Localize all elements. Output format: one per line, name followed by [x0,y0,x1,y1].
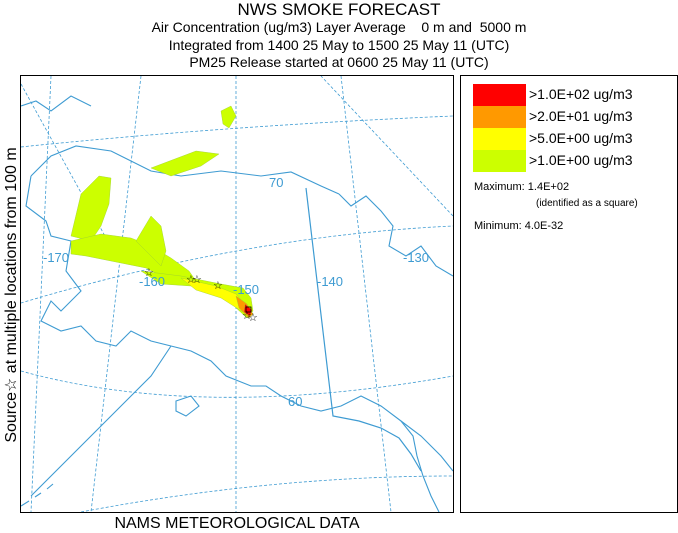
subtitle-concentration: Air Concentration (ug/m3) Layer Average … [151,19,527,35]
meridian-line-170 [30,76,52,512]
meridian-line-160 [90,76,142,512]
legend-swatch [473,106,526,128]
latitude-lines [21,115,453,512]
panhandle-coast [400,420,440,512]
plume-west-b [70,233,197,282]
latitude-line-65 [21,225,453,304]
meridian-line-180 [21,83,117,257]
longitude-label: -140 [317,274,343,289]
source-star: ☆ [192,274,202,286]
source-star: ☆ [242,310,252,322]
legend-swatch [473,84,526,106]
legend-swatch [473,128,526,150]
north-slope-coast [30,145,340,195]
smoke-plume [70,105,254,319]
legend-label: >1.0E+00 ug/m3 [529,152,633,168]
maximum-note: (identified as a square) [536,198,638,209]
latitude-line-55 [80,475,453,512]
subtitle-integration: Integrated from 1400 25 May to 1500 25 M… [168,37,510,53]
latitude-label: 70 [269,175,283,190]
minimum-value: Minimum: 4.0E-32 [474,220,564,232]
longitude-label: -160 [139,274,165,289]
plume-main-axis [140,270,254,319]
longitude-lines [21,76,453,512]
meridian-line-140 [340,76,392,512]
alaska-peninsula-coast [30,345,172,497]
plume-arctic-patch [220,105,237,129]
latitude-line-60 [21,370,453,398]
legend-label: >2.0E+01 ug/m3 [529,108,633,124]
smoke-map: ☆ ☆ ☆ ☆ ☆ ☆ -170 -160 -150 -140 -130 70 … [21,76,453,512]
subtitle-release: PM25 Release started at 0600 25 May 11 (… [189,54,489,70]
canada-coast [338,193,453,277]
legend-label: >5.0E+00 ug/m3 [529,130,633,146]
longitude-label: -130 [403,250,429,265]
forecast-title: NWS SMOKE FORECAST [237,0,441,19]
meridian-line-130 [320,76,453,217]
map-panel: ☆ ☆ ☆ ☆ ☆ ☆ -170 -160 -150 -140 -130 70 … [20,75,454,513]
source-star: ☆ [186,274,196,286]
meteorological-data-footer: NAMS METEOROLOGICAL DATA [114,515,360,532]
source-markers: ☆ ☆ ☆ ☆ ☆ ☆ [144,267,258,324]
source-star: ☆ [144,267,154,279]
south-alaska-coast [170,345,453,472]
chukotka-coast [21,95,92,112]
plume-central [135,215,167,267]
us-canada-border [305,187,422,472]
coastline [21,95,453,512]
legend-swatch [473,150,526,172]
kodiak-island [175,395,200,417]
maximum-value: Maximum: 1.4E+02 [474,181,570,193]
west-alaska-coast [25,175,172,347]
source-axis-label: Source☆ at multiple locations from 100 m [3,147,20,443]
source-star: ☆ [213,280,223,292]
latitude-label: 60 [288,394,302,409]
latitude-line-70 [21,115,453,148]
maximum-square [245,306,252,313]
aleutian-islands [21,483,54,507]
source-star: ☆ [248,312,258,324]
legend-label: >1.0E+02 ug/m3 [529,86,633,102]
legend-panel: >1.0E+02 ug/m3 >2.0E+01 ug/m3 >5.0E+00 u… [460,75,678,513]
longitude-label: -170 [43,250,69,265]
plume-north [150,150,220,177]
longitude-label: -150 [233,282,259,297]
